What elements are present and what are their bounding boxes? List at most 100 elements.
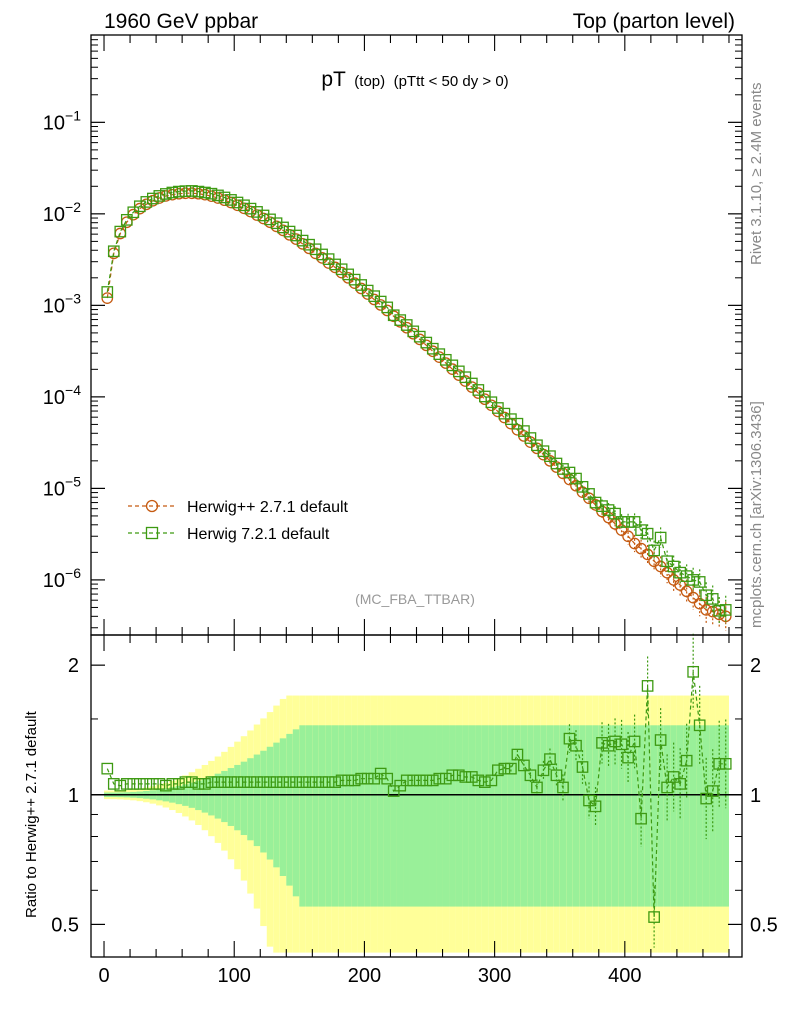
herwig7-main-point (277, 221, 289, 234)
legend-label-herwig7: Herwig 7.2.1 default (187, 526, 330, 543)
herwig7-main-point (225, 194, 237, 206)
band-green-bin (442, 725, 450, 907)
main-y-tick-label: 10−1 (43, 107, 81, 134)
band-green-bin (370, 725, 378, 907)
band-green-bin (247, 758, 254, 841)
band-green-bin (709, 725, 716, 907)
herwig7-ratio-point (602, 739, 615, 752)
herwig7-ratio-point (231, 776, 244, 788)
herwig7-main-point (654, 531, 667, 544)
herwig7-main-point (114, 225, 127, 238)
herwig7-main-point (127, 206, 140, 219)
band-green-bin (390, 725, 397, 907)
herwig7-ratio-point (101, 762, 114, 775)
herwig7-ratio-point (407, 774, 420, 787)
herwig7-ratio-point (693, 719, 706, 732)
plot-title-main: pT (321, 68, 346, 91)
x-tick-label: 400 (608, 965, 641, 987)
legend-marker-herwigpp (145, 499, 159, 513)
band-green-bin (553, 725, 560, 907)
herwig7-main-point (570, 472, 582, 485)
herwigpp-main-point (635, 542, 647, 555)
herwig7-ratio-point (576, 761, 589, 773)
herwig7-main-point (648, 544, 660, 557)
herwig7-ratio-point (309, 776, 322, 788)
band-green-bin (533, 725, 541, 907)
herwigpp-main-point (244, 205, 257, 218)
band-green-bin (481, 725, 489, 907)
herwig7-main-point (205, 187, 218, 200)
herwigpp-main-point (615, 524, 628, 536)
herwig7-main-point (531, 439, 543, 452)
herwig7-ratio-point (439, 772, 452, 785)
herwig7-main-point (160, 188, 172, 200)
ratio-y-tick-label-right: 2 (750, 655, 761, 677)
herwig7-ratio-point (557, 781, 569, 794)
herwig7-ratio-point (140, 778, 153, 790)
herwig7-main-point (212, 189, 224, 202)
herwigpp-main-point (622, 530, 634, 543)
herwig7-main-point (153, 190, 166, 202)
ratio-y-tick-label-left: 0.5 (51, 914, 79, 936)
band-green-bin (423, 725, 430, 907)
herwig7-ratio-point (531, 781, 543, 794)
band-green-bin (221, 770, 228, 823)
herwig7-main-point (257, 209, 270, 222)
herwig7-ratio-point (570, 739, 582, 752)
herwig7-main-point (231, 196, 244, 209)
herwig7-main-point (524, 432, 537, 444)
plot-title: pT (top) (pTtt < 50 dy > 0) (321, 68, 508, 91)
herwigpp-main-point (641, 548, 654, 561)
band-green-bin (540, 725, 547, 907)
herwigpp-main-point (693, 597, 706, 610)
herwig7-main-point (186, 185, 198, 197)
band-green-bin (383, 725, 391, 907)
herwig7-ratio-point (719, 757, 732, 770)
herwig7-main-point (641, 527, 654, 540)
x-tick-label: 300 (478, 965, 511, 987)
herwig7-main-point (107, 245, 120, 258)
herwig7-ratio-point (628, 735, 641, 748)
herwig7-ratio-point (667, 771, 680, 783)
legend-marker-herwig7 (145, 526, 159, 540)
band-green-bin (234, 764, 241, 831)
herwig7-main-point (589, 496, 602, 509)
band-green-bin (449, 725, 456, 907)
herwigpp-main-point (205, 190, 218, 203)
herwig7-ratio-point (687, 665, 700, 678)
band-green-bin (572, 725, 580, 907)
herwig7-ratio-point (114, 779, 127, 792)
herwig7-main-point (583, 488, 595, 500)
herwig7-main-point (465, 377, 478, 390)
herwig7-ratio-point (518, 759, 530, 772)
herwig7-ratio-point (335, 774, 348, 787)
plot-title-sub2: (pTtt < 50 dy > 0) (394, 73, 509, 90)
band-green-bin (286, 733, 293, 886)
herwig7-main-point (511, 417, 524, 430)
herwig7-main-point (680, 570, 693, 582)
band-green-bin (670, 725, 677, 907)
herwig7-ratio-point (596, 737, 608, 749)
herwig7-ratio-point (479, 776, 491, 788)
ratio-y-tick-label-left: 2 (68, 655, 79, 677)
herwig7-main-point (667, 560, 680, 573)
herwig7-main-point (179, 185, 192, 197)
band-green-bin (475, 725, 482, 907)
band-green-bin (409, 725, 417, 907)
header-left: 1960 GeV ppbar (104, 10, 258, 33)
band-green-bin (429, 725, 437, 907)
x-tick-label: 200 (348, 965, 381, 987)
band-green-bin (260, 750, 267, 853)
band-green-bin (566, 725, 573, 907)
herwig7-main-point (622, 516, 634, 528)
herwig7-ratio-point (433, 772, 446, 785)
rivet-label: Rivet 3.1.10, ≥ 2.4M events (748, 83, 765, 266)
herwig7-ratio-point (192, 778, 205, 790)
herwig7-main-point (719, 604, 732, 616)
ratio-y-tick-label-right: 1 (750, 785, 761, 807)
plot-title-sub1: (top) (354, 73, 385, 90)
legend: Herwig++ 2.7.1 default Herwig 7.2.1 defa… (128, 499, 349, 543)
herwig7-main-point (244, 202, 257, 215)
band-green-bin (605, 725, 612, 907)
band-green-bin (657, 725, 664, 907)
